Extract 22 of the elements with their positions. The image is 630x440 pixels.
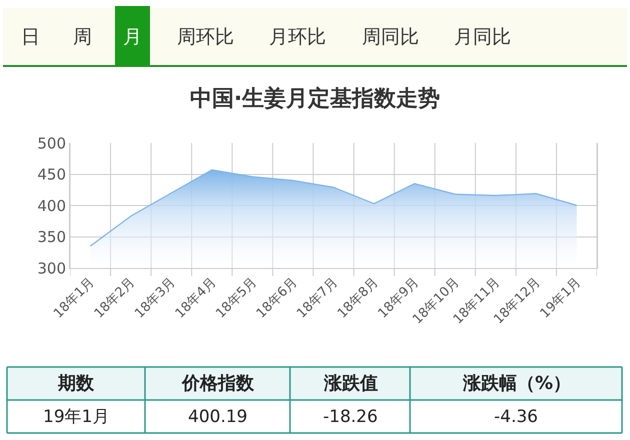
chart-title: 中国·生姜月定基指数走势 xyxy=(190,86,440,112)
text: 期数 xyxy=(57,373,95,394)
text: 19年1月 xyxy=(43,407,110,427)
text: 价格指数 xyxy=(181,373,255,394)
text: 涨跌幅（%） xyxy=(462,373,572,394)
text: 月 xyxy=(123,26,142,48)
x-tick-label: 19年1月 xyxy=(538,274,584,322)
text: 涨跌值 xyxy=(323,373,378,394)
y-tick-label: 300 xyxy=(37,259,66,278)
y-tick-label: 350 xyxy=(37,228,66,246)
text: 月环比 xyxy=(269,26,326,48)
text: 月同比 xyxy=(454,26,511,48)
text: 周环比 xyxy=(177,26,234,48)
text: 日 xyxy=(21,26,40,48)
text: 400.19 xyxy=(188,407,248,427)
text: -4.36 xyxy=(494,407,538,427)
text: 周 xyxy=(73,26,92,48)
text: -18.26 xyxy=(323,407,378,427)
y-tick-label: 400 xyxy=(37,196,66,215)
y-tick-label: 450 xyxy=(37,166,66,184)
text: 周同比 xyxy=(362,26,419,48)
y-tick-label: 500 xyxy=(37,134,66,152)
